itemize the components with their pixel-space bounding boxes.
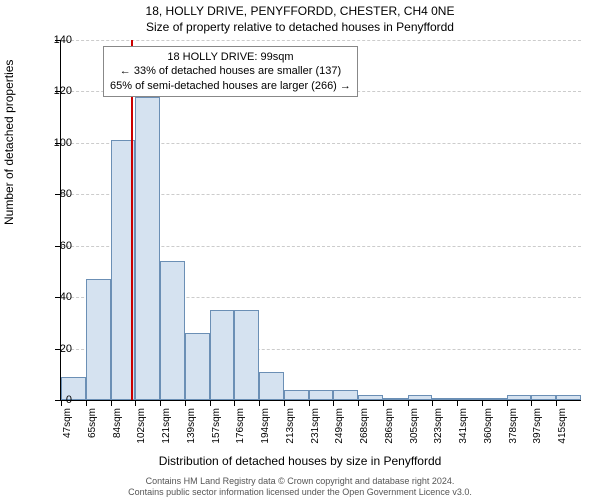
x-tick-label: 47sqm — [62, 408, 73, 448]
x-tick — [259, 400, 260, 406]
y-tick-label: 80 — [60, 188, 72, 200]
histogram-bar — [284, 390, 309, 400]
y-axis-label: Number of detached properties — [2, 60, 16, 225]
x-tick — [210, 400, 211, 406]
y-tick-label: 60 — [60, 240, 72, 252]
x-tick — [333, 400, 334, 406]
x-tick — [531, 400, 532, 406]
x-tick — [383, 400, 384, 406]
chart-title-line2: Size of property relative to detached ho… — [0, 20, 600, 34]
footer: Contains HM Land Registry data © Crown c… — [0, 476, 600, 498]
x-tick — [432, 400, 433, 406]
plot-area: 18 HOLLY DRIVE: 99sqm ← 33% of detached … — [60, 40, 581, 401]
x-tick-label: 249sqm — [334, 408, 345, 448]
histogram-bar — [482, 398, 507, 400]
annotation-line2: ← 33% of detached houses are smaller (13… — [110, 64, 351, 78]
x-tick — [234, 400, 235, 406]
x-tick-label: 157sqm — [211, 408, 222, 448]
histogram-bar — [259, 372, 284, 400]
x-tick — [160, 400, 161, 406]
y-tick-label: 120 — [54, 85, 72, 97]
x-tick — [358, 400, 359, 406]
x-tick — [457, 400, 458, 406]
x-tick-label: 341sqm — [458, 408, 469, 448]
x-tick — [408, 400, 409, 406]
y-tick-label: 100 — [54, 137, 72, 149]
histogram-bar — [408, 395, 433, 400]
x-tick — [284, 400, 285, 406]
histogram-bar — [556, 395, 581, 400]
x-tick-label: 305sqm — [409, 408, 420, 448]
histogram-bar — [86, 279, 111, 400]
x-axis-label: Distribution of detached houses by size … — [0, 454, 600, 468]
x-tick-label: 268sqm — [359, 408, 370, 448]
x-tick — [482, 400, 483, 406]
x-tick-label: 65sqm — [87, 408, 98, 448]
x-tick — [507, 400, 508, 406]
x-tick-label: 121sqm — [161, 408, 172, 448]
x-tick-label: 213sqm — [285, 408, 296, 448]
histogram-bar — [432, 398, 457, 400]
histogram-bar — [210, 310, 235, 400]
histogram-bar — [135, 97, 160, 400]
x-tick-label: 323sqm — [433, 408, 444, 448]
x-tick — [556, 400, 557, 406]
chart-container: 18, HOLLY DRIVE, PENYFFORDD, CHESTER, CH… — [0, 0, 600, 500]
histogram-bar — [383, 398, 408, 400]
x-tick-label: 176sqm — [235, 408, 246, 448]
x-tick — [61, 400, 62, 406]
annotation-line1: 18 HOLLY DRIVE: 99sqm — [110, 50, 351, 64]
histogram-bar — [234, 310, 259, 400]
x-tick-label: 378sqm — [508, 408, 519, 448]
y-tick-label: 140 — [54, 34, 72, 46]
footer-line2: Contains public sector information licen… — [0, 487, 600, 498]
histogram-bar — [358, 395, 383, 400]
x-tick-label: 231sqm — [310, 408, 321, 448]
x-tick — [309, 400, 310, 406]
histogram-bar — [61, 377, 86, 400]
x-tick-label: 286sqm — [384, 408, 395, 448]
x-tick — [111, 400, 112, 406]
histogram-bar — [333, 390, 358, 400]
histogram-bar — [309, 390, 334, 400]
chart-title-line1: 18, HOLLY DRIVE, PENYFFORDD, CHESTER, CH… — [0, 4, 600, 18]
x-tick-label: 397sqm — [532, 408, 543, 448]
annotation-line3: 65% of semi-detached houses are larger (… — [110, 79, 351, 93]
x-tick-label: 194sqm — [260, 408, 271, 448]
histogram-bar — [507, 395, 532, 400]
x-tick — [86, 400, 87, 406]
y-tick-label: 40 — [60, 291, 72, 303]
histogram-bar — [160, 261, 185, 400]
y-tick-label: 0 — [66, 394, 72, 406]
histogram-bar — [185, 333, 210, 400]
x-tick-label: 139sqm — [186, 408, 197, 448]
footer-line1: Contains HM Land Registry data © Crown c… — [0, 476, 600, 487]
x-tick — [185, 400, 186, 406]
annotation-box: 18 HOLLY DRIVE: 99sqm ← 33% of detached … — [103, 46, 358, 97]
x-tick-label: 415sqm — [557, 408, 568, 448]
x-tick — [135, 400, 136, 406]
x-tick-label: 102sqm — [136, 408, 147, 448]
gridline — [61, 40, 581, 41]
histogram-bar — [457, 398, 482, 400]
histogram-bar — [531, 395, 556, 400]
x-tick-label: 84sqm — [112, 408, 123, 448]
y-tick-label: 20 — [60, 343, 72, 355]
x-tick-label: 360sqm — [483, 408, 494, 448]
